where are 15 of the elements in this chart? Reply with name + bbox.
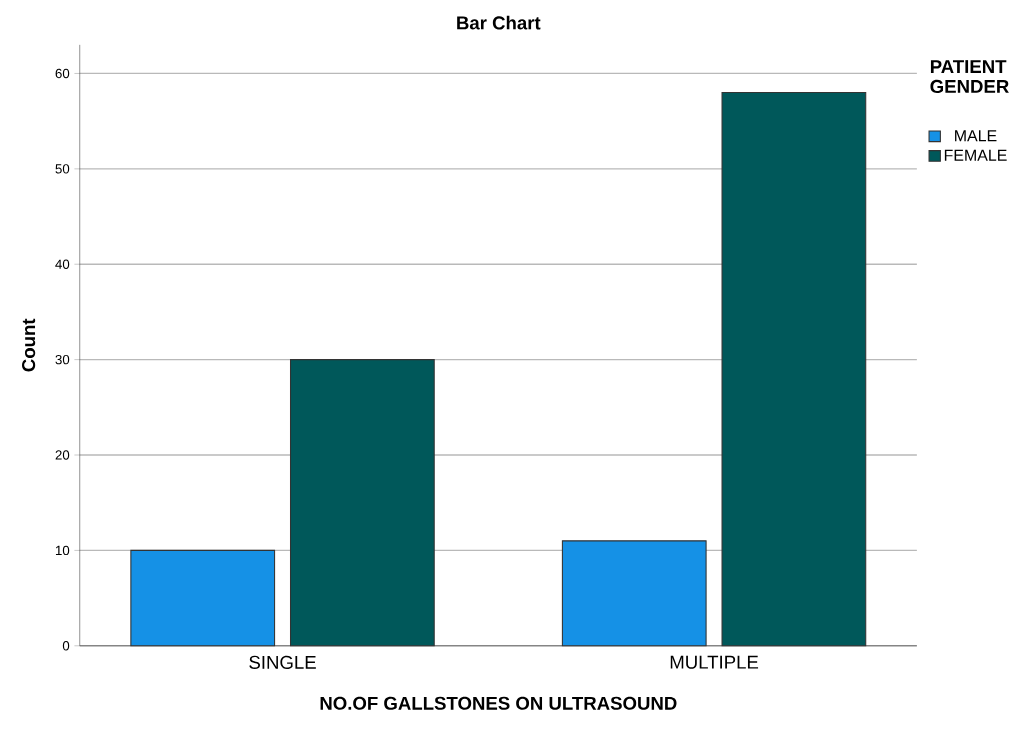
legend-label: MALE [955,130,997,142]
y-tick-label: 10 [55,545,70,556]
y-tick-label: 60 [55,69,70,79]
y-tick-label: 20 [55,450,70,460]
y-tick-label: 50 [55,164,70,174]
x-tick-label: SINGLE [249,656,316,670]
y-tick-label: 40 [55,259,70,270]
y-axis-title: Count [22,318,36,372]
x-tick-label: MULTIPLE [670,656,759,670]
y-tick-label: 30 [55,355,70,365]
chart-title: Bar Chart [457,16,541,30]
legend-title: PATIENT GENDER [930,60,1009,94]
y-tick-label: 0 [62,641,70,651]
x-axis-title: NO.OF GALLSTONES ON ULTRASOUND [320,696,677,711]
legend-label: FEMALE [944,150,1007,162]
